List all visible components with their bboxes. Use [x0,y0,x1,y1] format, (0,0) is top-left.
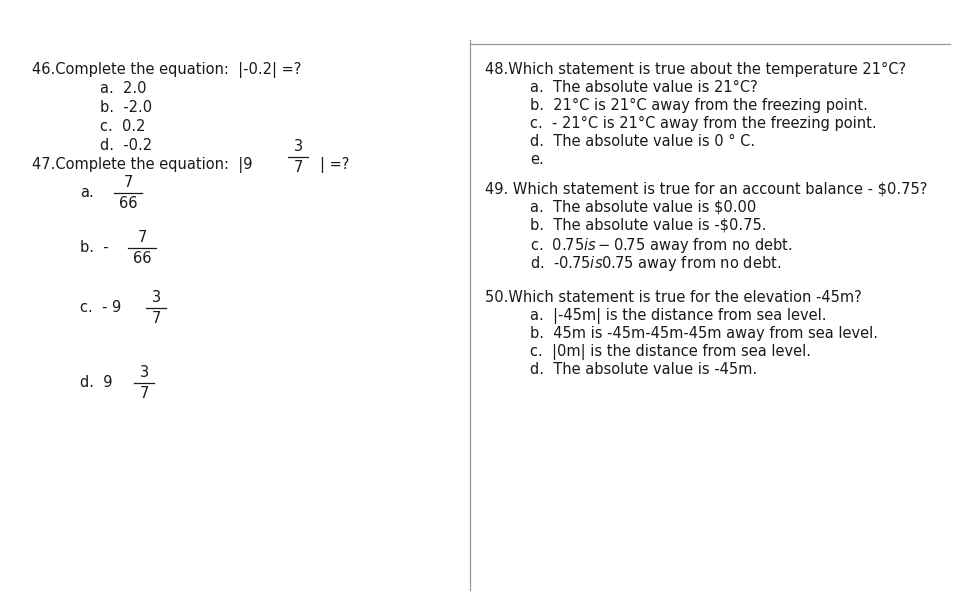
Text: d.  -$0.75 is $0.75 away from no debt.: d. -$0.75 is $0.75 away from no debt. [530,254,781,273]
Text: d.  The absolute value is 0 ° C.: d. The absolute value is 0 ° C. [530,134,755,149]
Text: a.  The absolute value is $0.00: a. The absolute value is $0.00 [530,200,756,215]
Text: 66: 66 [118,196,138,211]
Text: 7: 7 [139,386,149,401]
Text: 3: 3 [152,290,160,305]
Text: b.  21°C is 21°C away from the freezing point.: b. 21°C is 21°C away from the freezing p… [530,98,868,113]
Text: 66: 66 [133,251,151,266]
Text: a.  The absolute value is 21°C?: a. The absolute value is 21°C? [530,80,757,95]
Text: c.  $0.75 is -$0.75 away from no debt.: c. $0.75 is -$0.75 away from no debt. [530,236,793,255]
Text: c.  - 21°C is 21°C away from the freezing point.: c. - 21°C is 21°C away from the freezing… [530,116,877,131]
Text: | =?: | =? [320,157,350,173]
Text: b.  The absolute value is -$0.75.: b. The absolute value is -$0.75. [530,218,767,233]
Text: 7: 7 [293,160,303,175]
Text: 7: 7 [138,230,147,245]
Text: e.: e. [530,152,543,167]
Text: b.  -: b. - [80,240,109,255]
Text: 46.Complete the equation:  |-0.2| =?: 46.Complete the equation: |-0.2| =? [32,62,302,78]
Text: a.  |-45m| is the distance from sea level.: a. |-45m| is the distance from sea level… [530,308,826,324]
Text: 49. Which statement is true for an account balance - $0.75?: 49. Which statement is true for an accou… [485,182,927,197]
Text: 48.Which statement is true about the temperature 21°C?: 48.Which statement is true about the tem… [485,62,906,77]
Text: 3: 3 [139,365,149,380]
Text: 3: 3 [293,139,303,154]
Text: d.  9: d. 9 [80,375,113,390]
Text: d.  The absolute value is -45m.: d. The absolute value is -45m. [530,362,757,377]
Text: b.  -2.0: b. -2.0 [100,100,152,115]
Text: 50.Which statement is true for the elevation -45m?: 50.Which statement is true for the eleva… [485,290,861,305]
Text: c.  |0m| is the distance from sea level.: c. |0m| is the distance from sea level. [530,344,811,360]
Text: a.  2.0: a. 2.0 [100,81,146,96]
Text: a.: a. [80,185,94,200]
Text: c.  0.2: c. 0.2 [100,119,145,134]
Text: b.  45m is -45m-45m-45m away from sea level.: b. 45m is -45m-45m-45m away from sea lev… [530,326,878,341]
Text: 7: 7 [151,311,160,326]
Text: 7: 7 [123,175,133,190]
Text: c.  - 9: c. - 9 [80,300,121,315]
Text: 47.Complete the equation:  |9: 47.Complete the equation: |9 [32,157,252,173]
Text: d.  -0.2: d. -0.2 [100,138,152,153]
